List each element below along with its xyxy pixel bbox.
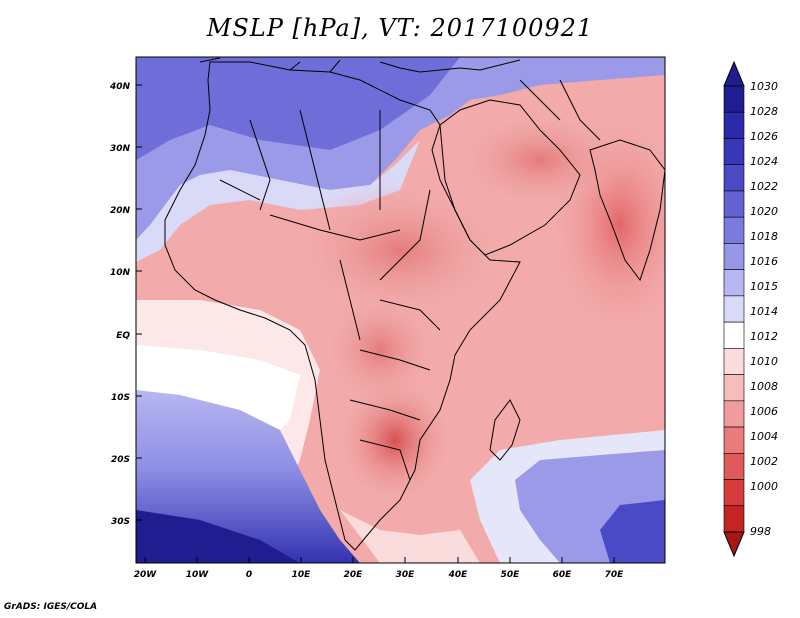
lon-label-10e: 10E [292, 570, 312, 580]
colorbar-label-1026: 1026 [750, 130, 778, 143]
europe-coastline [199, 57, 521, 73]
atlantic-white [136, 345, 300, 440]
lat-label-20s: 20S [111, 455, 130, 465]
colorbar-cell [723, 505, 745, 533]
lat-label-10n: 10N [110, 268, 131, 278]
lon-label-20w: 20W [134, 570, 158, 580]
africa-coastline [164, 61, 521, 551]
north-high-light [136, 140, 420, 262]
lon-label-10w: 10W [186, 570, 210, 580]
lon-label-40e: 40E [448, 570, 469, 580]
lon-label-30e: 30E [396, 570, 416, 580]
colorbar-cell [723, 85, 745, 113]
lon-axis: 20W 10W 0 10E 20E 30E 40E 50E 60E 70E [134, 557, 624, 580]
colorbar-label-1012: 1012 [750, 330, 778, 343]
colorbar-cell [723, 479, 745, 507]
lat-label-30n: 30N [110, 144, 131, 154]
lat-label-eq: EQ [116, 331, 130, 341]
colorbar-cell [723, 243, 745, 270]
colorbar-label-998: 998 [750, 525, 771, 538]
colorbar-label-1002: 1002 [750, 455, 778, 468]
coastlines [164, 57, 665, 551]
lon-label-0: 0 [246, 570, 252, 580]
south-indian-core [600, 500, 665, 563]
southern-africa-low [340, 380, 450, 500]
colorbar-top-arrow [723, 60, 745, 87]
colorbar-cell [723, 374, 745, 402]
central-africa-low [320, 290, 440, 410]
colorbar-cell [723, 190, 745, 218]
colorbar-label-1004: 1004 [750, 430, 778, 443]
lon-label-50e: 50E [501, 570, 521, 580]
country-borders [219, 79, 601, 481]
lat-label-30s: 30S [111, 517, 130, 527]
lat-label-40n: 40N [109, 82, 131, 92]
colorbar-cell [723, 426, 745, 454]
colorbar-label-1018: 1018 [750, 230, 778, 243]
sahara-low [290, 180, 510, 320]
colorbar-cell [723, 216, 745, 244]
colorbar-cell [723, 295, 745, 323]
north-high-core [136, 57, 460, 160]
colorbar-label-1028: 1028 [750, 105, 778, 118]
map-title: MSLP [hPa], VT: 2017100921 [206, 14, 594, 42]
colorbar-cell [723, 138, 745, 166]
colorbar-label-1024: 1024 [750, 155, 778, 168]
colorbar-bottom-arrow [723, 531, 745, 558]
colorbar-label-1014: 1014 [750, 305, 778, 318]
lat-label-10s: 10S [111, 393, 130, 403]
colorbar: 1030 1028 1026 1024 1022 1020 1018 1016 … [723, 60, 778, 558]
madagascar-coastline [489, 399, 521, 461]
colorbar-cell [723, 111, 745, 139]
colorbar-label-1006: 1006 [750, 405, 778, 418]
lon-label-60e: 60E [553, 570, 573, 580]
colorbar-cell [723, 269, 745, 297]
colorbar-cell [723, 164, 745, 192]
colorbar-cells [723, 85, 745, 533]
lat-label-20n: 20N [110, 206, 131, 216]
lon-label-20e: 20E [344, 570, 364, 580]
arabia-coastline [439, 99, 581, 256]
colorbar-label-1016: 1016 [750, 255, 778, 268]
south-neutral-east [470, 430, 665, 563]
colorbar-cell [723, 321, 745, 349]
credit-text: GrADS: IGES/COLA [4, 602, 98, 612]
lon-label-70e: 70E [605, 570, 625, 580]
colorbar-label-1008: 1008 [750, 380, 778, 393]
south-atlantic-core [136, 510, 300, 563]
colorbar-cell [723, 400, 745, 428]
colorbar-label-1000: 1000 [750, 480, 778, 493]
colorbar-label-1010: 1010 [750, 355, 778, 368]
arabia-low [450, 110, 630, 210]
south-neutral-cape [340, 510, 480, 563]
colorbar-label-1030: 1030 [750, 80, 778, 93]
colorbar-label-1022: 1022 [750, 180, 778, 193]
colorbar-label-1020: 1020 [750, 205, 778, 218]
pressure-field [136, 57, 665, 563]
plot-frame [135, 56, 666, 564]
colorbar-cell [723, 348, 745, 375]
india-coastline [589, 139, 665, 282]
lat-axis: 40N 30N 20N 10N EQ 10S 20S 30S [109, 82, 142, 527]
colorbar-label-1015: 1015 [750, 280, 778, 293]
colorbar-cell [723, 452, 745, 480]
